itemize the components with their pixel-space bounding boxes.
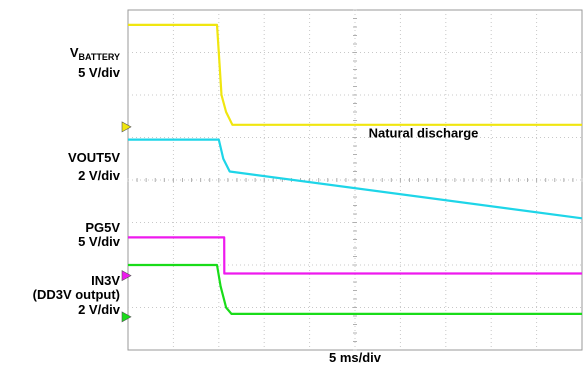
label-vbattery-sub: BATTERY: [79, 52, 121, 62]
label-vbattery: VBATTERY: [70, 45, 120, 62]
label-vout5v: VOUT5V: [68, 150, 120, 165]
x-axis-label: 5 ms/div: [329, 350, 382, 365]
label-vout5v-scale: 2 V/div: [78, 168, 121, 183]
ground-markers: [121, 121, 132, 323]
trace-vbattery: [128, 23, 582, 126]
ground-marker-vbattery: [121, 121, 132, 133]
ground-marker-in3v: [121, 311, 132, 323]
label-pg5v: PG5V: [85, 220, 120, 235]
label-in3v-extra: (DD3V output): [33, 287, 120, 302]
label-in3v-scale: 2 V/div: [78, 302, 121, 317]
trace-in3v: [128, 263, 582, 315]
label-in3v: IN3V: [91, 273, 120, 288]
annotation-natural-discharge: Natural discharge: [369, 126, 479, 141]
ground-marker-pg5v: [121, 270, 132, 282]
traces: [128, 23, 583, 315]
label-vbattery-main: V: [70, 45, 79, 60]
label-pg5v-scale: 5 V/div: [78, 234, 121, 249]
label-vbattery-scale: 5 V/div: [78, 65, 121, 80]
trace-vout5v: [128, 138, 583, 220]
trace-pg5v: [128, 236, 582, 275]
